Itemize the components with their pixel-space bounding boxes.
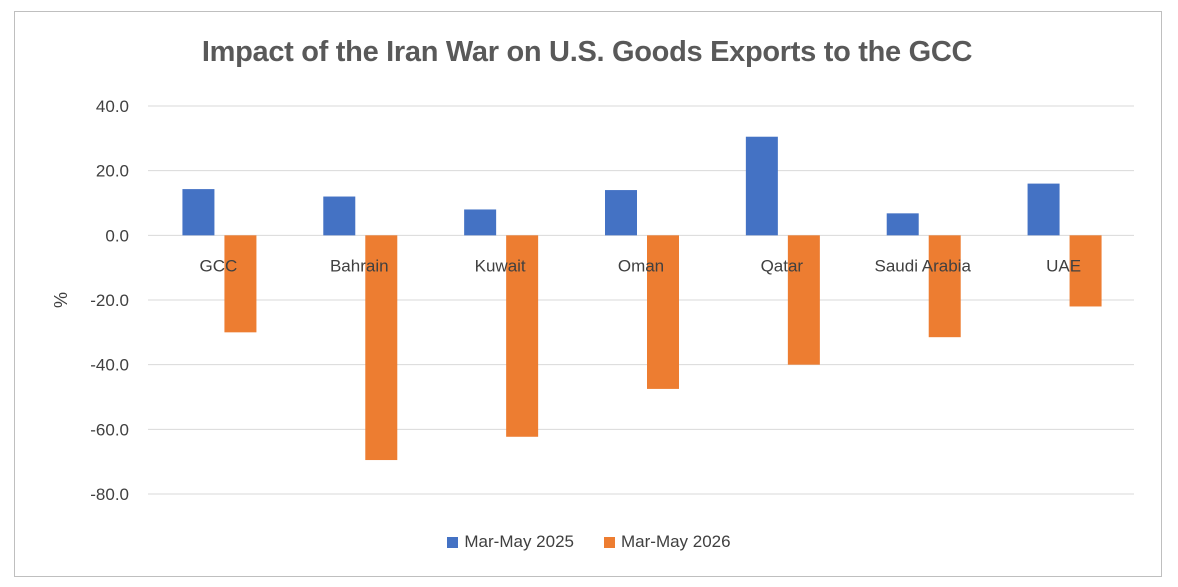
y-axis-label: % [51, 292, 71, 308]
legend-item-series-1: Mar-May 2025 [447, 532, 574, 552]
y-tick-label: 20.0 [96, 162, 129, 181]
legend-swatch-series-2 [604, 536, 615, 548]
y-tick-label: 0.0 [105, 226, 129, 245]
category-label: GCC [200, 256, 238, 275]
bar-series-1-qatar [745, 136, 778, 236]
chart-frame [14, 11, 1162, 577]
bar-series-2-uae [1069, 235, 1102, 307]
bar-series-2-kuwait [506, 235, 539, 437]
bar-series-2-gcc [224, 235, 257, 333]
bar-series-2-saudi-arabia [928, 235, 961, 338]
y-tick-label: -20.0 [90, 291, 129, 310]
bar-series-2-oman [647, 235, 679, 389]
chart-title: Impact of the Iran War on U.S. Goods Exp… [201, 36, 973, 68]
category-label: Kuwait [475, 256, 526, 275]
category-label: UAE [1046, 256, 1081, 275]
bar-series-1-uae [1027, 183, 1060, 236]
legend-swatch-series-1 [447, 536, 459, 548]
bar-series-1-saudi-arabia [886, 213, 919, 236]
bar-series-1-bahrain [323, 196, 356, 236]
category-label: Bahrain [330, 256, 389, 275]
category-label: Saudi Arabia [875, 256, 972, 275]
y-tick-label: 40.0 [96, 97, 129, 116]
legend: Mar-May 2025 Mar-May 2026 [0, 532, 1178, 552]
bar-series-1-kuwait [464, 209, 497, 236]
bar-series-2-bahrain [365, 235, 398, 461]
category-label: Qatar [761, 256, 804, 275]
legend-label-series-2: Mar-May 2026 [621, 532, 731, 551]
y-tick-label: -80.0 [90, 485, 129, 504]
category-label: Oman [618, 256, 664, 275]
y-tick-label: -60.0 [90, 420, 129, 439]
legend-label-series-1: Mar-May 2025 [464, 532, 574, 551]
bar-series-2-qatar [787, 235, 820, 365]
legend-item-series-2: Mar-May 2026 [604, 532, 731, 552]
y-tick-label: -40.0 [90, 356, 129, 375]
bar-series-1-oman [605, 190, 637, 236]
bar-series-1-gcc [182, 189, 215, 236]
